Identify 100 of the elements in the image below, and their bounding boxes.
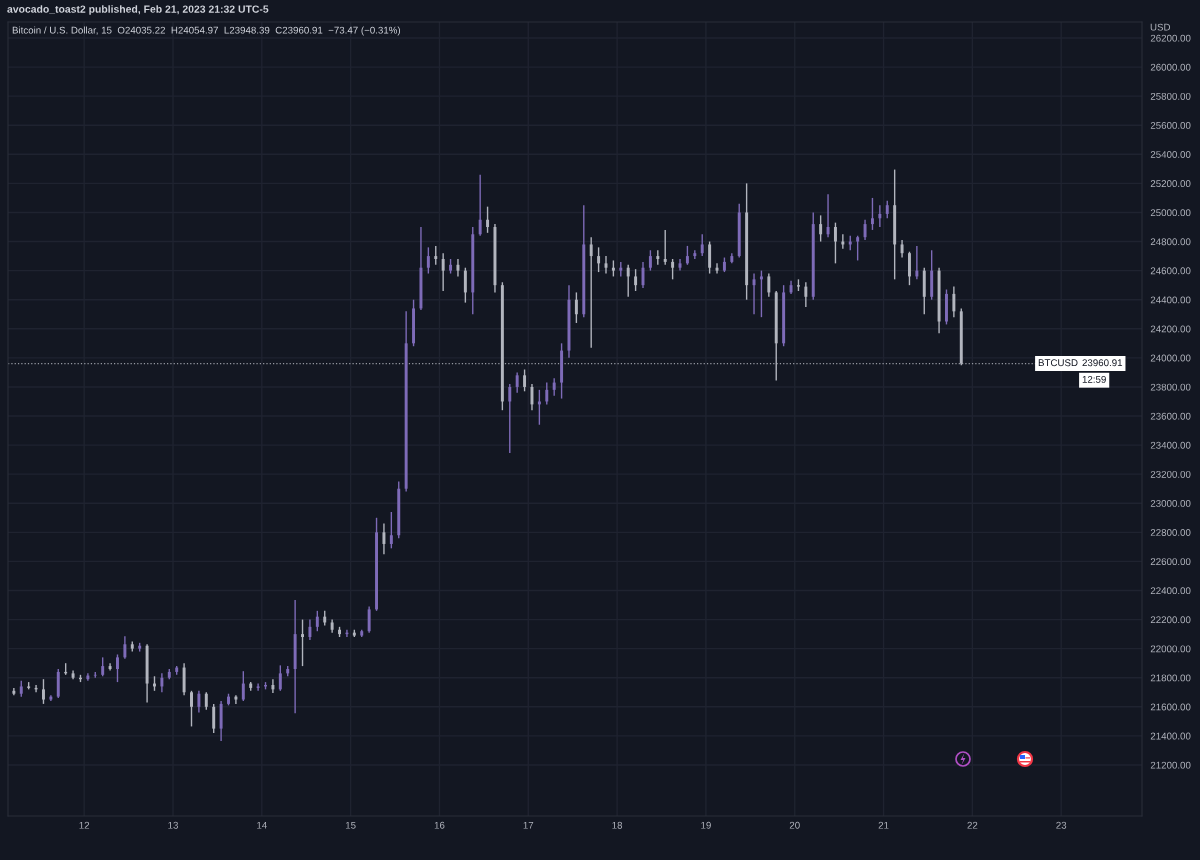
candlestick (160, 672, 164, 693)
y-tick-label: 25000.00 (1150, 209, 1191, 217)
candlestick (833, 221, 837, 265)
candlestick (863, 219, 867, 241)
y-tick-label: 25400.00 (1150, 151, 1191, 158)
candlestick (434, 245, 438, 266)
y-tick-label: 22400.00 (1150, 587, 1191, 595)
candlestick (426, 246, 430, 275)
candlestick (389, 511, 393, 550)
y-tick-label: 21800.00 (1150, 674, 1191, 682)
candlestick (256, 682, 260, 692)
annotation: 12:59 (1082, 375, 1106, 383)
candlestick (278, 664, 282, 692)
candlestick (227, 693, 230, 707)
y-tick-label: 21400.00 (1150, 732, 1191, 740)
chart-title: Bitcoin / U.S. Dollar, 15 O24035.22 H24054.97 L23948.39 C23960.91 −73.47 (−0.31%) (12, 26, 401, 36)
candlestick (123, 635, 127, 660)
candlestick (456, 258, 460, 278)
candlestick (508, 383, 512, 454)
candlestick (552, 377, 556, 397)
y-tick-label: 24000.00 (1150, 354, 1191, 362)
candlestick (715, 262, 719, 275)
text: avocado_toast2 published, Feb 21, 2023 21:32 UTC-5 (7, 5, 269, 15)
y-tick-label: 22600.00 (1150, 558, 1191, 566)
annotation: 23960.91 (1082, 359, 1123, 367)
y-tick-label: 22800.00 (1150, 529, 1191, 536)
candlestick (907, 251, 911, 286)
candlestick (663, 229, 667, 266)
candlestick (301, 618, 305, 667)
y-tick-label: 24600.00 (1150, 267, 1191, 275)
x-tick-label: 12 (79, 821, 90, 829)
y-tick-label: 25200.00 (1150, 180, 1191, 188)
y-tick-label: 26200.00 (1150, 34, 1191, 42)
y-axis-title: USD (1150, 23, 1171, 31)
y-tick-label: 21600.00 (1150, 703, 1191, 711)
candlestick (441, 252, 445, 292)
candlestick (315, 610, 319, 632)
y-tick-label: 23800.00 (1150, 383, 1191, 391)
candlestick (523, 368, 527, 392)
y-tick-label: 23000.00 (1150, 499, 1191, 507)
x-tick-label: 23 (1056, 821, 1067, 829)
x-tick-label: 20 (789, 821, 800, 829)
y-tick-label: 22200.00 (1150, 616, 1191, 624)
candlestick (759, 269, 763, 318)
y-tick-label: 22000.00 (1150, 645, 1191, 653)
candlestick (463, 267, 467, 304)
x-tick-label: 16 (434, 821, 445, 829)
y-tick-label: 23200.00 (1150, 470, 1191, 478)
candlestick (685, 245, 689, 266)
candlestick (382, 522, 386, 555)
y-tick-label: 24200.00 (1150, 325, 1191, 333)
candlestick (190, 690, 193, 728)
candlestick (338, 626, 342, 638)
candlestick (116, 653, 119, 683)
candlestick (574, 291, 578, 324)
y-tick-label: 24400.00 (1150, 296, 1191, 304)
candlestick (101, 656, 105, 677)
candlestick (634, 268, 638, 292)
candlestick (693, 249, 697, 260)
candlestick (212, 703, 216, 734)
candlestick (545, 381, 549, 406)
candlestick (537, 389, 541, 426)
candlestick (515, 371, 519, 394)
candlestick (804, 281, 808, 308)
candlestick (944, 288, 948, 326)
x-tick-label: 19 (701, 821, 711, 829)
candlestick (700, 233, 704, 257)
candlestick (375, 517, 379, 612)
candlestick (597, 246, 601, 273)
candlestick (648, 249, 652, 272)
candlestick (486, 205, 490, 234)
candlestick (708, 240, 712, 275)
candlestick (530, 383, 534, 411)
candlestick (234, 694, 238, 705)
candlestick (478, 173, 482, 237)
candlestick (589, 236, 593, 349)
x-tick-label: 14 (257, 821, 267, 829)
candlestick (752, 272, 756, 315)
candlestick (271, 678, 275, 694)
candlestick (626, 264, 630, 298)
candlestick (767, 272, 771, 298)
candlestick (819, 214, 823, 243)
y-tick-label: 23400.00 (1150, 441, 1191, 449)
candlestick (952, 285, 956, 318)
y-tick-label: 26000.00 (1150, 63, 1191, 71)
x-tick-label: 21 (878, 821, 889, 829)
candlestick (367, 605, 371, 634)
x-tick-label: 18 (612, 821, 623, 829)
candlestick (197, 690, 201, 714)
candlestick (671, 258, 675, 281)
y-tick-label: 21200.00 (1150, 761, 1191, 769)
y-tick-label: 25600.00 (1150, 121, 1191, 129)
candlestick (878, 204, 882, 228)
candlestick (826, 193, 830, 238)
candlestick (656, 249, 660, 266)
candlestick (308, 618, 312, 641)
x-tick-label: 17 (523, 821, 534, 829)
candlestick (241, 670, 245, 702)
x-tick-label: 15 (345, 821, 356, 829)
y-tick-label: 24800.00 (1150, 238, 1191, 246)
